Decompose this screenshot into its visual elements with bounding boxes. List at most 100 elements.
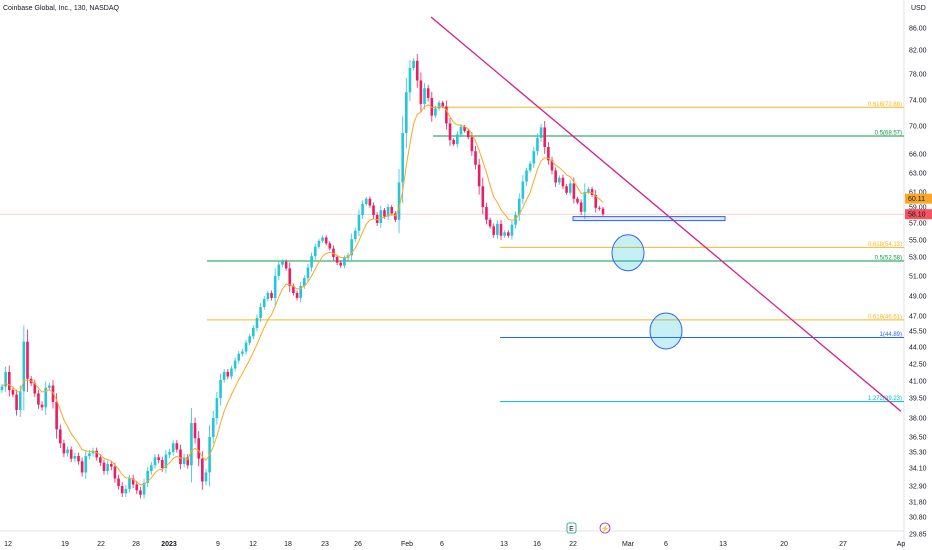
time-tick-label: 12 bbox=[249, 541, 257, 548]
candle-body bbox=[135, 484, 139, 491]
candle-body bbox=[15, 394, 18, 410]
price-tick-label: 49.00 bbox=[909, 294, 927, 301]
candle-body bbox=[37, 393, 40, 405]
target-ellipse bbox=[649, 312, 683, 350]
time-tick-label: 23 bbox=[321, 541, 329, 548]
candle-body bbox=[303, 278, 306, 286]
time-tick-label: 26 bbox=[354, 541, 362, 548]
price-tick-label: 35.30 bbox=[909, 450, 927, 457]
price-tick-label: 34.10 bbox=[909, 466, 927, 473]
candle-body bbox=[572, 183, 576, 199]
price-axis-ticks: 86.00 82.00 78.00 74.00 70.00 66.00 63.00 61.00… bbox=[909, 26, 927, 539]
candle-body bbox=[434, 108, 437, 116]
candle-body bbox=[354, 230, 357, 240]
candle-body bbox=[259, 307, 262, 318]
candle-body bbox=[18, 391, 22, 410]
candle-body bbox=[255, 318, 259, 328]
price-tick-label: 31.80 bbox=[909, 500, 927, 507]
candle-body bbox=[80, 461, 84, 473]
candle-body bbox=[175, 443, 179, 450]
candle-body bbox=[153, 457, 157, 466]
candle-body bbox=[168, 452, 171, 455]
candle-body bbox=[219, 379, 222, 398]
earnings-marker bbox=[566, 522, 577, 534]
candle-body bbox=[124, 488, 128, 494]
candle-body bbox=[412, 60, 415, 68]
time-tick-label: 18 bbox=[284, 541, 292, 548]
price-tick-label: 29.85 bbox=[909, 532, 927, 539]
candle-body bbox=[426, 88, 430, 99]
candle-body bbox=[455, 134, 459, 145]
candle-body bbox=[368, 198, 372, 206]
candle-body bbox=[51, 385, 55, 402]
candle-body bbox=[22, 341, 26, 392]
candle-body bbox=[496, 223, 499, 235]
candle-body bbox=[583, 192, 587, 212]
candle-body bbox=[26, 341, 29, 379]
candle-body bbox=[273, 276, 277, 298]
time-tick-label: Mar bbox=[622, 541, 635, 548]
dividend-marker-label: ⚡ bbox=[601, 524, 610, 533]
candle-body bbox=[106, 464, 109, 471]
candle-body bbox=[335, 257, 339, 263]
time-tick-label: 22 bbox=[569, 541, 577, 548]
price-tick-label: 47.00 bbox=[909, 314, 927, 321]
candle-body bbox=[485, 207, 488, 220]
candle-body bbox=[419, 80, 423, 104]
candle-body bbox=[437, 102, 441, 109]
candle-body bbox=[73, 456, 77, 459]
candle-body bbox=[517, 198, 521, 215]
time-tick-label: 9 bbox=[216, 541, 220, 548]
candle-body bbox=[160, 460, 164, 468]
candle-body bbox=[248, 336, 251, 343]
candle-body bbox=[441, 102, 445, 107]
candle-body bbox=[204, 472, 208, 482]
candle-body bbox=[568, 183, 572, 193]
candle-body bbox=[179, 449, 182, 464]
candle-body bbox=[557, 177, 561, 183]
candle-body bbox=[299, 286, 302, 298]
candle-body bbox=[536, 137, 539, 152]
candle-body bbox=[164, 454, 168, 468]
time-tick-label: 13 bbox=[719, 541, 727, 548]
candle-body bbox=[222, 371, 226, 380]
price-tick-label: 57.00 bbox=[909, 221, 927, 228]
candle-body bbox=[295, 293, 299, 298]
price-tick-label: 59.00 bbox=[909, 205, 927, 212]
candle-body bbox=[244, 342, 248, 352]
candle-body bbox=[532, 151, 536, 164]
candle-body bbox=[404, 92, 408, 133]
price-tick-label: 44.00 bbox=[909, 345, 927, 352]
candle-body bbox=[470, 137, 474, 152]
candle-body bbox=[343, 257, 346, 266]
last-price-badge bbox=[905, 209, 932, 220]
candle-body bbox=[477, 164, 481, 187]
candle-body bbox=[237, 353, 241, 361]
fib-level-label: 0.5(52.58) bbox=[875, 255, 902, 261]
candle-body bbox=[146, 471, 150, 483]
fib-level-label: 1.272(39.23) bbox=[868, 396, 902, 402]
candle-body bbox=[186, 457, 190, 466]
candle-body bbox=[357, 215, 361, 231]
candle-body bbox=[350, 239, 353, 256]
price-tick-label: 66.00 bbox=[909, 152, 927, 159]
candle-body bbox=[182, 457, 186, 464]
candle-body bbox=[84, 456, 88, 473]
time-tick-label: Feb bbox=[401, 541, 413, 548]
time-tick-label: 16 bbox=[533, 541, 541, 548]
candle-body bbox=[193, 423, 197, 439]
price-tick-label: 86.00 bbox=[909, 26, 927, 33]
candle-body bbox=[547, 147, 550, 161]
price-tick-label: 42.50 bbox=[909, 362, 927, 369]
time-tick-label: 12 bbox=[4, 541, 12, 548]
candle-body bbox=[510, 224, 514, 236]
candle-body bbox=[91, 450, 95, 454]
target-ellipse bbox=[611, 234, 645, 272]
candle-body bbox=[445, 106, 448, 124]
time-tick-label: 6 bbox=[664, 541, 668, 548]
fib-level-label: 1(44.89) bbox=[880, 332, 902, 338]
price-tick-label: 61.00 bbox=[909, 190, 927, 197]
price-tick-label: 78.00 bbox=[909, 72, 927, 79]
candle-body bbox=[230, 368, 233, 377]
